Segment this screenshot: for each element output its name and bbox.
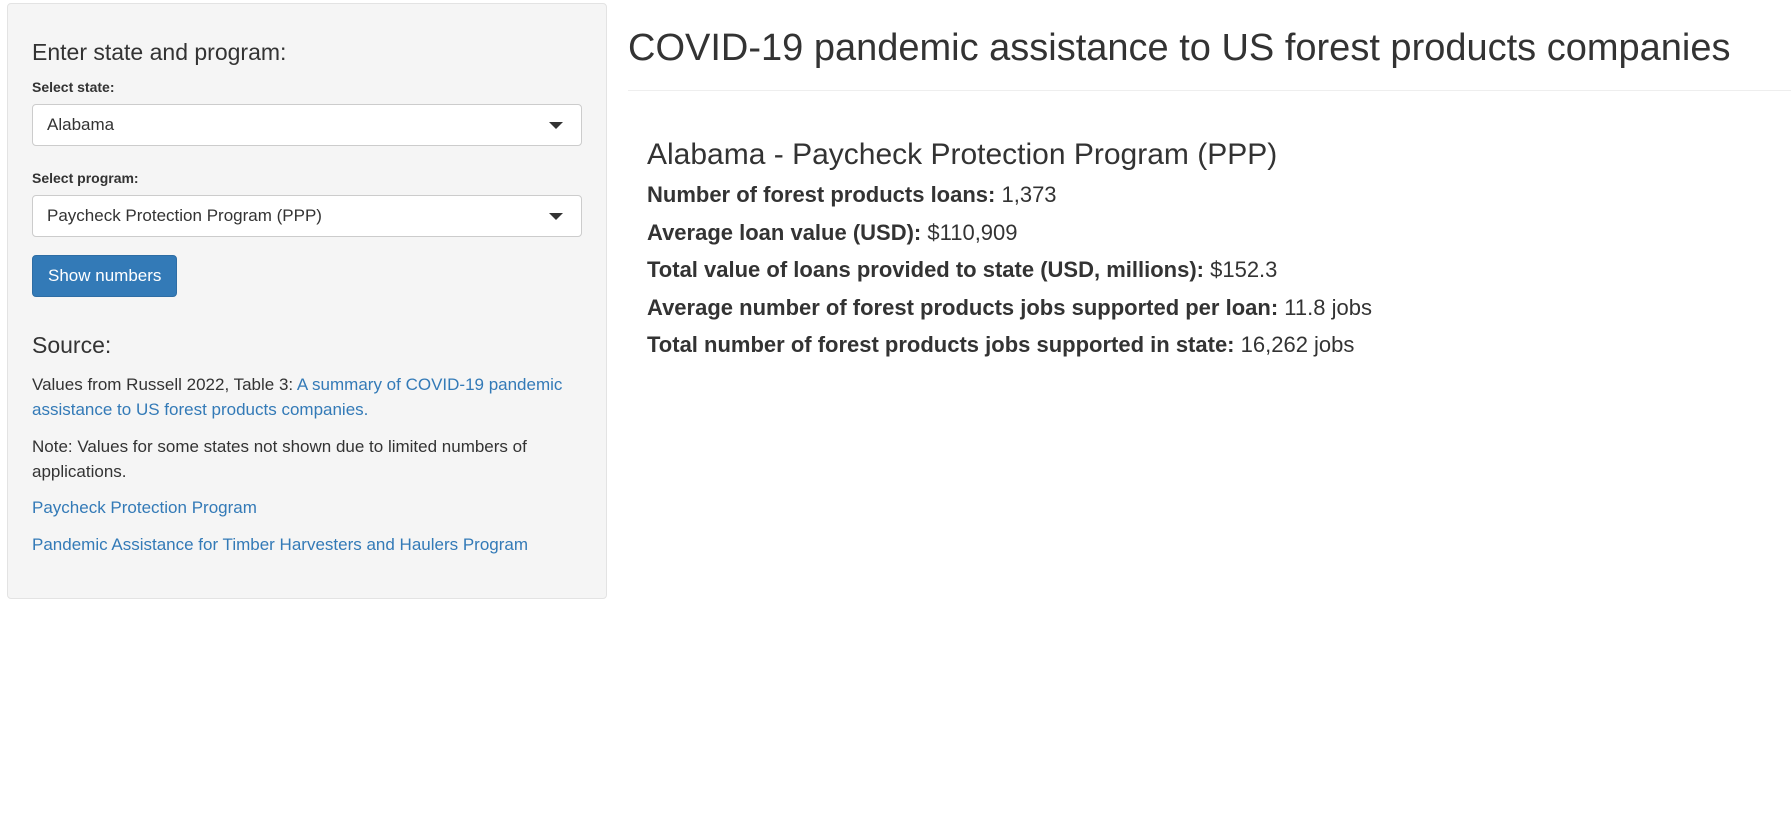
state-select[interactable]: Alabama <box>32 104 582 146</box>
stat-jobs-per-loan: Average number of forest products jobs s… <box>647 289 1791 327</box>
pathh-link[interactable]: Pandemic Assistance for Timber Harvester… <box>32 535 529 554</box>
stat-label: Number of forest products loans: <box>647 182 996 207</box>
title-divider <box>628 90 1791 91</box>
stat-label: Total number of forest products jobs sup… <box>647 332 1235 357</box>
stat-value: 16,262 jobs <box>1240 332 1355 357</box>
sidebar-heading: Enter state and program: <box>32 39 287 65</box>
state-select-value: Alabama <box>47 115 115 134</box>
stat-value: 1,373 <box>1001 182 1057 207</box>
stat-value: $152.3 <box>1210 257 1278 282</box>
stat-total-jobs: Total number of forest products jobs sup… <box>647 326 1791 364</box>
result-title: Alabama - Paycheck Protection Program (P… <box>647 138 1278 171</box>
ppp-link[interactable]: Paycheck Protection Program <box>32 498 257 517</box>
ppp-link-paragraph: Paycheck Protection Program <box>32 495 582 520</box>
source-link[interactable]: A summary of COVID-19 pandemic assistanc… <box>32 375 563 419</box>
show-numbers-button[interactable]: Show numbers <box>32 255 178 297</box>
stat-total-value: Total value of loans provided to state (… <box>647 251 1791 289</box>
main-panel: COVID-19 pandemic assistance to US fores… <box>628 0 1791 364</box>
stat-label: Average loan value (USD): <box>647 219 922 245</box>
caret-down-icon <box>549 213 563 220</box>
stat-label: Total value of loans provided to state (… <box>647 257 1204 282</box>
program-label: Select program: <box>32 170 139 186</box>
source-prefix: Values from Russell 2022, Table 3: <box>32 375 297 394</box>
note-text: Note: Values for some states not shown d… <box>32 437 527 481</box>
stat-label: Average number of forest products jobs s… <box>647 294 1279 320</box>
source-text: Values from Russell 2022, Table 3: A sum… <box>32 372 582 422</box>
pathh-link-paragraph: Pandemic Assistance for Timber Harvester… <box>32 532 582 557</box>
program-select-value: Paycheck Protection Program (PPP) <box>47 206 322 225</box>
source-heading: Source: <box>32 332 112 358</box>
stat-average-loan: Average loan value (USD): $110,909 <box>647 214 1791 252</box>
caret-down-icon <box>549 122 563 129</box>
results-section: Alabama - Paycheck Protection Program (P… <box>628 138 1791 364</box>
program-select[interactable]: Paycheck Protection Program (PPP) <box>32 195 582 237</box>
state-label: Select state: <box>32 79 115 95</box>
stat-value: 11.8 jobs <box>1284 294 1372 320</box>
stat-value: $110,909 <box>927 219 1018 245</box>
stat-loan-count: Number of forest products loans: 1,373 <box>647 176 1791 214</box>
sidebar-panel: Enter state and program: Select state: A… <box>7 3 607 599</box>
page-title: COVID-19 pandemic assistance to US fores… <box>628 27 1731 69</box>
